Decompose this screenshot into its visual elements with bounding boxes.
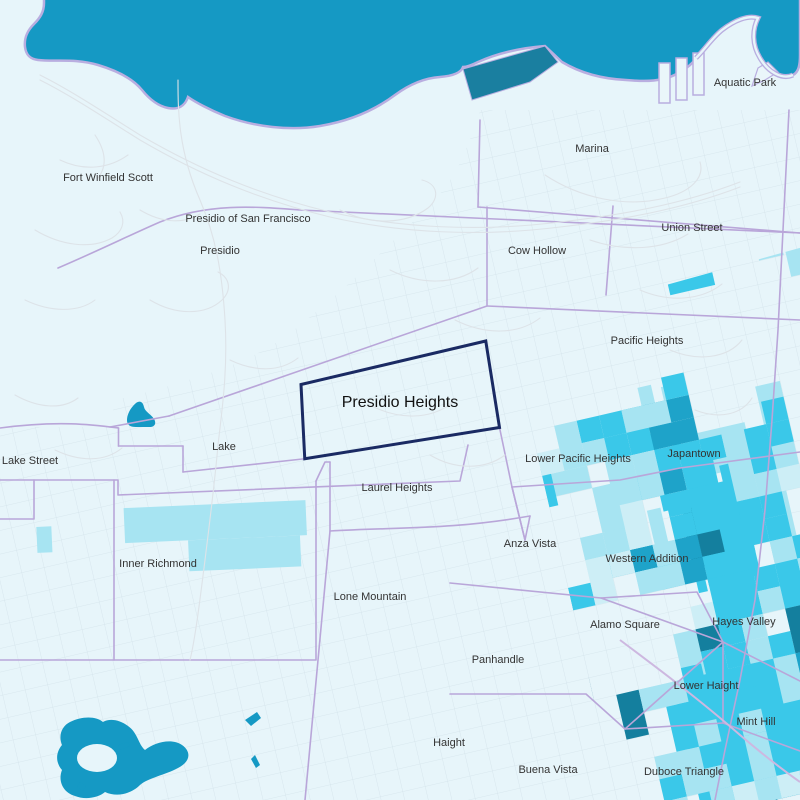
- svg-text:Haight: Haight: [433, 737, 465, 749]
- svg-text:Lower Pacific Heights: Lower Pacific Heights: [525, 453, 631, 465]
- svg-text:Mint Hill: Mint Hill: [736, 716, 775, 728]
- svg-text:Buena Vista: Buena Vista: [518, 764, 578, 776]
- svg-text:Cow Hollow: Cow Hollow: [508, 245, 566, 257]
- svg-text:Laurel Heights: Laurel Heights: [362, 482, 433, 494]
- svg-text:Pacific Heights: Pacific Heights: [611, 335, 684, 347]
- svg-text:Lower Haight: Lower Haight: [674, 680, 739, 692]
- svg-text:Western Addition: Western Addition: [606, 553, 689, 565]
- svg-text:Japantown: Japantown: [667, 448, 720, 460]
- svg-text:Anza Vista: Anza Vista: [504, 538, 557, 550]
- svg-text:Union Street: Union Street: [661, 222, 722, 234]
- svg-text:Presidio of San Francisco: Presidio of San Francisco: [185, 213, 310, 225]
- svg-text:Marina: Marina: [575, 143, 610, 155]
- svg-text:Hayes Valley: Hayes Valley: [712, 616, 776, 628]
- svg-text:Presidio Heights: Presidio Heights: [342, 394, 459, 411]
- svg-text:Panhandle: Panhandle: [472, 654, 525, 666]
- svg-text:Inner Richmond: Inner Richmond: [119, 558, 197, 570]
- svg-text:Lake: Lake: [212, 441, 236, 453]
- svg-text:Alamo Square: Alamo Square: [590, 619, 660, 631]
- svg-text:Fort Winfield Scott: Fort Winfield Scott: [63, 172, 153, 184]
- svg-text:Lake Street: Lake Street: [2, 455, 58, 467]
- svg-text:Aquatic Park: Aquatic Park: [714, 77, 777, 89]
- svg-text:Presidio: Presidio: [200, 245, 240, 257]
- svg-text:Duboce Triangle: Duboce Triangle: [644, 766, 724, 778]
- svg-text:Lone Mountain: Lone Mountain: [334, 591, 407, 603]
